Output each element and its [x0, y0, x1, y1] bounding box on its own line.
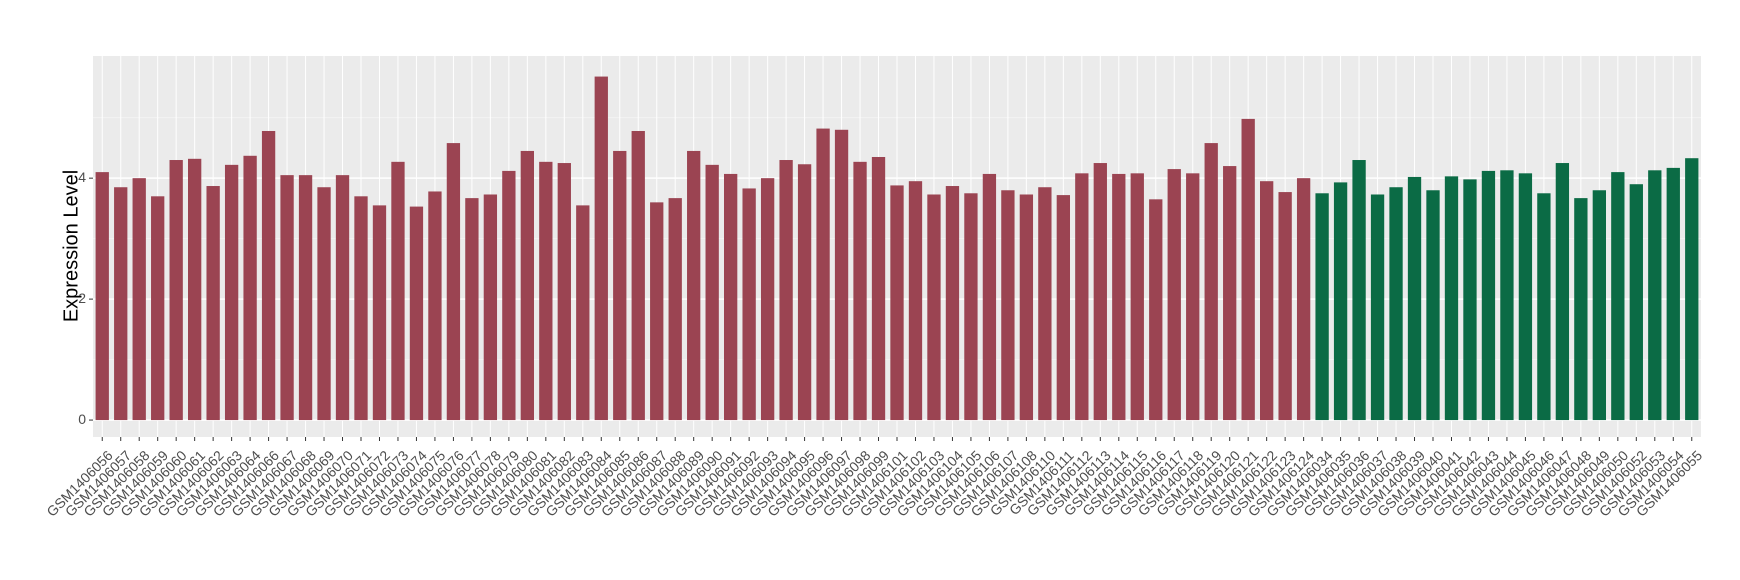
- y-axis-title: Expression Level: [60, 170, 82, 322]
- bar: [1592, 190, 1606, 421]
- bar: [668, 198, 682, 421]
- bar: [576, 205, 590, 421]
- bar: [779, 160, 793, 421]
- bar: [1296, 178, 1311, 421]
- bar: [742, 188, 756, 421]
- bar: [428, 191, 442, 421]
- bar: [483, 194, 498, 421]
- bar: [261, 130, 276, 421]
- bar: [1260, 181, 1274, 421]
- bar: [1666, 167, 1680, 421]
- bar: [280, 175, 294, 421]
- bar: [114, 187, 128, 421]
- bar: [391, 161, 405, 421]
- bar: [557, 163, 571, 421]
- bar: [188, 158, 202, 421]
- bar: [1352, 160, 1366, 421]
- bar: [1463, 179, 1477, 421]
- bar: [1019, 194, 1034, 421]
- bar: [1038, 187, 1052, 421]
- bar: [1167, 169, 1181, 421]
- bar: [1574, 198, 1588, 421]
- bar: [1481, 170, 1496, 421]
- bar: [1315, 193, 1329, 421]
- bar: [1389, 187, 1403, 421]
- bar: [760, 178, 775, 421]
- bar: [945, 186, 960, 421]
- bar: [631, 130, 645, 421]
- bar: [1149, 199, 1163, 421]
- bar: [724, 173, 738, 421]
- bar: [1093, 163, 1107, 421]
- bar: [1223, 166, 1237, 421]
- bar: [1500, 170, 1514, 421]
- bar: [650, 202, 664, 421]
- bar: [465, 198, 479, 421]
- bar: [206, 186, 220, 421]
- bar: [151, 196, 165, 421]
- bar: [816, 128, 830, 421]
- bar: [354, 196, 368, 421]
- y-tick-label: 2: [78, 290, 86, 306]
- bar: [502, 170, 516, 421]
- bar: [1112, 173, 1126, 421]
- bar: [298, 175, 313, 421]
- bar: [1426, 190, 1440, 421]
- bar: [1001, 190, 1015, 421]
- bar: [1241, 118, 1255, 421]
- bar: [446, 143, 461, 421]
- bar: [1518, 173, 1533, 421]
- bar: [1648, 170, 1662, 421]
- bar: [871, 156, 886, 421]
- bar: [1444, 176, 1459, 421]
- bar: [1130, 173, 1144, 421]
- bar: [982, 173, 997, 421]
- bar: [890, 185, 904, 421]
- bar: [409, 206, 424, 421]
- bar: [964, 193, 978, 421]
- bar: [927, 194, 941, 421]
- bar: [1537, 193, 1551, 421]
- bar: [705, 164, 719, 421]
- bar: [1370, 194, 1385, 421]
- bar: [594, 76, 608, 421]
- bar: [1629, 184, 1643, 421]
- bar: [1685, 158, 1699, 421]
- bar: [687, 150, 701, 421]
- bar: [1611, 172, 1625, 421]
- bar: [317, 187, 331, 421]
- bar: [834, 129, 849, 421]
- bar: [335, 175, 350, 421]
- bar: [520, 150, 534, 421]
- bar: [372, 205, 387, 421]
- bar: [1186, 173, 1200, 421]
- bar: [1075, 173, 1089, 421]
- bar: [1278, 192, 1292, 421]
- bar: [95, 172, 109, 421]
- bar: [1333, 182, 1348, 421]
- bar: [908, 181, 923, 421]
- bar: [797, 164, 812, 421]
- bar: [243, 155, 257, 421]
- bar: [1555, 163, 1570, 421]
- bar: [853, 161, 867, 421]
- y-tick-label: 4: [78, 169, 86, 185]
- bar: [1056, 195, 1070, 421]
- bar: [169, 160, 183, 421]
- bar: [539, 161, 553, 421]
- bar: [132, 178, 146, 421]
- y-tick-label: 0: [78, 411, 86, 427]
- bar: [224, 164, 239, 421]
- bar: [1407, 176, 1422, 421]
- bar: [613, 150, 627, 421]
- bar: [1204, 143, 1218, 421]
